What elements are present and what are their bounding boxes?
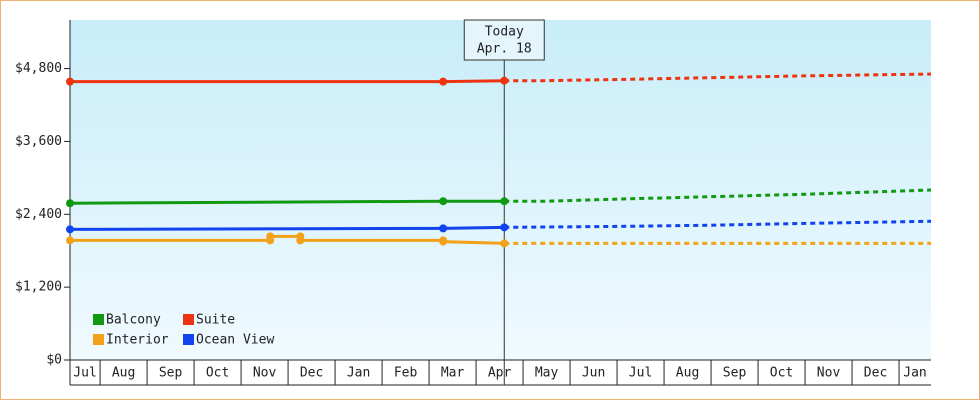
x-tick-label: Sep	[723, 366, 747, 381]
legend-swatch	[93, 334, 104, 345]
x-tick-label: Dec	[864, 366, 887, 381]
x-tick-label: Oct	[770, 366, 793, 381]
x-tick-label: Jan	[903, 366, 926, 381]
point	[439, 77, 448, 86]
y-tick-label: $3,600	[15, 134, 62, 149]
legend-label: Interior	[106, 333, 169, 348]
point	[66, 199, 74, 208]
point	[500, 239, 509, 248]
y-tick-label: $0	[46, 353, 62, 368]
x-tick-label: Aug	[676, 366, 699, 381]
x-tick-label: Jul	[629, 366, 652, 381]
x-tick-label: Jul	[73, 366, 96, 381]
x-tick-label: Feb	[394, 366, 418, 381]
today-box	[463, 19, 545, 61]
today-label: Today	[485, 25, 524, 40]
x-tick-label: Nov	[817, 366, 841, 381]
y-tick-label: $2,400	[15, 207, 62, 222]
point	[66, 236, 74, 245]
point	[439, 224, 448, 233]
point	[439, 197, 448, 206]
x-tick-label: Dec	[300, 366, 323, 381]
today-date: Apr. 18	[477, 42, 532, 57]
y-tick-label: $1,200	[15, 280, 62, 295]
plot-area	[70, 20, 931, 360]
x-tick-label: Mar	[441, 366, 465, 381]
x-tick-label: Aug	[112, 366, 135, 381]
legend-label: Balcony	[106, 313, 161, 328]
y-tick-label: $4,800	[15, 61, 62, 76]
x-tick-label: Nov	[253, 366, 277, 381]
point	[66, 225, 74, 234]
forecast-line	[504, 219, 932, 229]
legend-swatch	[183, 314, 194, 325]
point	[266, 232, 275, 241]
x-tick-label: Apr	[488, 366, 512, 381]
point	[500, 197, 509, 206]
x-tick-label: Jun	[582, 366, 605, 381]
forecast-line	[504, 72, 932, 83]
point	[500, 223, 509, 232]
legend-swatch	[183, 334, 194, 345]
x-tick-label: Jan	[347, 366, 370, 381]
point	[296, 236, 305, 245]
legend-label: Suite	[196, 313, 235, 328]
x-tick-label: May	[535, 366, 559, 381]
price-line	[70, 79, 505, 84]
point	[439, 237, 448, 246]
x-tick-label: Oct	[206, 366, 229, 381]
point	[500, 76, 509, 85]
legend-swatch	[93, 314, 104, 325]
point	[66, 77, 74, 86]
legend-label: Ocean View	[196, 333, 274, 348]
x-tick-label: Sep	[159, 366, 183, 381]
